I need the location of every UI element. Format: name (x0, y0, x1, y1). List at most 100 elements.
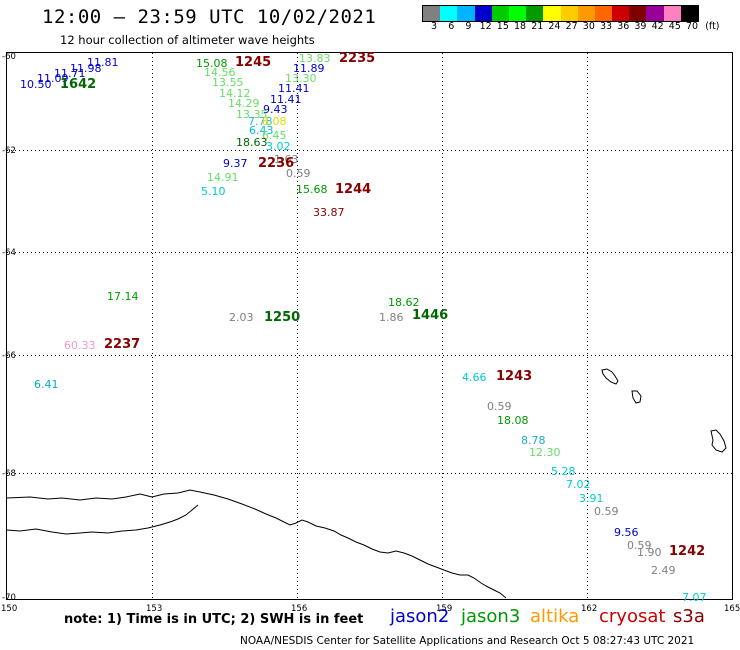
wave-height-label: 33.87 (313, 206, 345, 219)
wave-height-label: 15.08 (196, 57, 228, 70)
coastline (6, 489, 507, 599)
colorbar-labels: 3 6 9 12 15 18 21 24 27 30 33 36 39 42 45 70 (ft) (422, 21, 740, 33)
credit-line: NOAA/NESDIS Center for Satellite Applica… (240, 635, 695, 647)
lon-label: 162 (581, 604, 598, 614)
colorbar-tick-label: 36 (617, 21, 630, 32)
coastline (6, 504, 199, 535)
colorbar-tick-label: 12 (479, 21, 492, 32)
legend-jason3: jason3 (461, 606, 521, 627)
pass-time-label: 1250 (264, 310, 301, 325)
wave-height-label: 0.59 (627, 539, 652, 552)
colorbar-swatch (474, 6, 492, 21)
legend-s3a: s3a (673, 606, 705, 627)
colorbar-swatch (440, 6, 458, 21)
wave-height-label: 0.59 (286, 167, 311, 180)
pass-time-label: 1244 (335, 182, 372, 197)
pass-time-label: 1245 (235, 55, 272, 70)
pass-time-label: 2236 (258, 156, 295, 171)
wave-height-label: 4.66 (462, 371, 487, 384)
legend-altika: altika (530, 606, 580, 627)
colorbar-tick-label: 39 (634, 21, 647, 32)
lon-label: 153 (146, 604, 163, 614)
lon-label: 165 (724, 604, 740, 614)
colorbar-swatch (680, 6, 698, 21)
wave-height-label: 5.10 (201, 185, 226, 198)
wave-height-label: 10.50 (20, 78, 52, 91)
wave-height-label: 9.43 (263, 103, 288, 116)
colorbar-swatch (423, 6, 441, 21)
colorbar-swatch (646, 6, 664, 21)
pass-time-label: 1642 (60, 77, 97, 92)
wave-height-label: 2.03 (229, 311, 254, 324)
lat-label: -64 (2, 248, 16, 258)
colorbar-tick-label: 70 (686, 21, 699, 32)
wave-height-label: 11.41 (270, 93, 302, 106)
pass-time-label: 2237 (104, 337, 141, 352)
wave-height-label: 0.59 (594, 505, 619, 518)
wave-height-label: 13.83 (299, 52, 331, 65)
legend-jason2: jason2 (390, 606, 450, 627)
colorbar-swatch (508, 6, 527, 21)
wave-height-label: 11.89 (293, 62, 325, 75)
footer-note: note: 1) Time is in UTC; 2) SWH is in fe… (64, 612, 364, 627)
lon-label: 159 (436, 604, 453, 614)
colorbar-tick-label: 9 (465, 21, 472, 32)
lon-label: 150 (1, 604, 18, 614)
wave-height-label: 17.14 (107, 290, 139, 303)
wave-height-label: 18.08 (497, 414, 529, 427)
wave-height-label: 11.81 (87, 56, 119, 69)
wave-height-label: 2.49 (651, 564, 676, 577)
colorbar-swatch (457, 6, 475, 21)
island (631, 390, 642, 404)
wave-height-label: 5.28 (551, 465, 576, 478)
wave-height-label: 13.35 (236, 108, 268, 121)
wave-height-label: 9.37 (223, 157, 248, 170)
wave-height-label: 1.90 (637, 546, 662, 559)
pass-time-label: 1243 (496, 369, 533, 384)
wave-height-label: 12.30 (529, 446, 561, 459)
wave-height-label: 15.68 (296, 183, 328, 196)
wave-height-label: 60.33 (64, 339, 96, 352)
colorbar-swatch (612, 6, 630, 21)
wave-height-label: 7.02 (566, 478, 591, 491)
colorbar-swatch (491, 6, 509, 21)
island (601, 368, 619, 385)
graticule (7, 53, 732, 599)
colorbar-tick-label: 15 (496, 21, 509, 32)
wave-height-label: 11.71 (54, 67, 86, 80)
wave-height-label: 7.07 (682, 591, 707, 604)
pass-time-label: 1446 (412, 308, 449, 323)
wave-height-label: 6.43 (249, 124, 274, 137)
colorbar-tick-label: 45 (668, 21, 681, 32)
colorbar-swatch (543, 6, 561, 21)
pass-time-label: 2235 (339, 51, 376, 66)
wave-height-label: 11.41 (278, 82, 310, 95)
map-frame (6, 52, 733, 600)
colorbar-swatch (594, 6, 613, 21)
lon-label: 156 (291, 604, 308, 614)
wave-height-label: 18.63 (236, 136, 268, 149)
wave-height-label: 7.78 (248, 115, 273, 128)
island (710, 429, 727, 453)
colorbar-swatch (560, 6, 578, 21)
wave-height-label: 13.30 (285, 72, 317, 85)
colorbar-tick-label: 3 (431, 21, 438, 32)
page-subtitle: 12 hour collection of altimeter wave hei… (60, 33, 315, 47)
wave-height-label: 11.09 (37, 72, 69, 85)
colorbar-swatch (526, 6, 544, 21)
wave-height-label: 11.98 (70, 62, 102, 75)
lat-label: -66 (2, 351, 16, 361)
wave-height-label: 18.62 (388, 296, 420, 309)
colorbar-tick-label: 27 (565, 21, 578, 32)
colorbar-tick-label: 24 (548, 21, 561, 32)
wave-height-label: 6.41 (34, 378, 59, 391)
pass-time-label: 1242 (669, 544, 706, 559)
wave-height-label: 0.59 (487, 400, 512, 413)
legend-cryosat: cryosat (599, 606, 666, 627)
wave-height-label: 6.45 (262, 129, 287, 142)
lat-label: -68 (2, 469, 16, 479)
colorbar-swatch (577, 6, 595, 21)
colorbar-tick-label: 42 (651, 21, 664, 32)
wave-height-colorbar (422, 5, 699, 22)
